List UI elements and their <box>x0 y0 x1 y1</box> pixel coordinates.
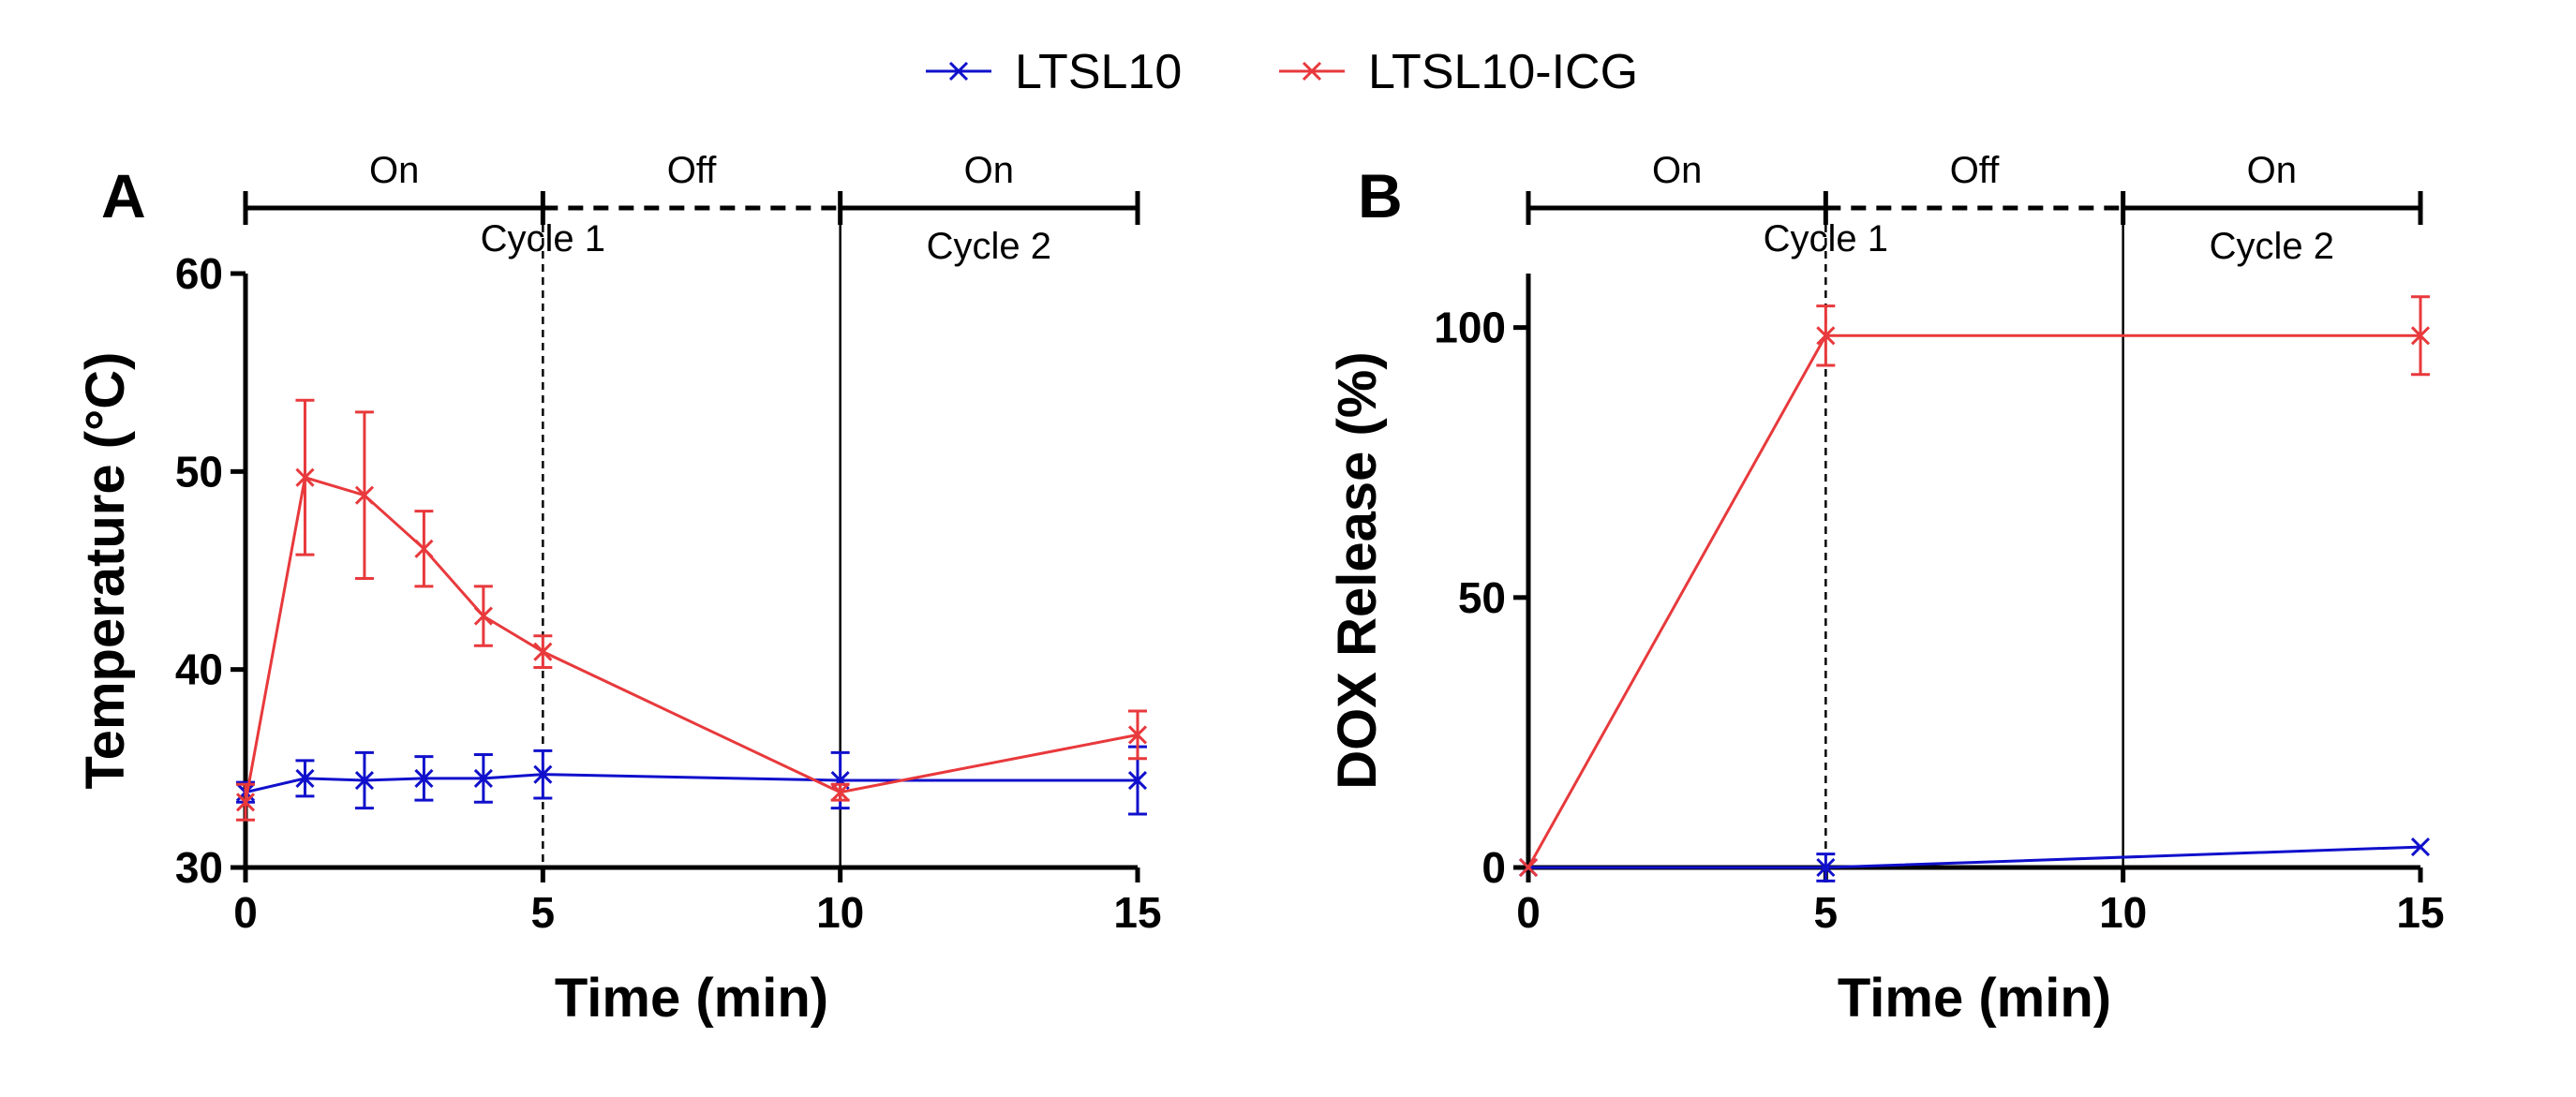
data-point <box>533 642 553 661</box>
phase-label-on-2: On <box>2247 150 2297 191</box>
data-point-stroke-b <box>1816 857 1836 878</box>
legend-cross <box>948 61 969 82</box>
data-point <box>473 768 493 788</box>
data-point-stroke-b <box>1127 725 1148 745</box>
data-point <box>1816 857 1836 878</box>
legend: LTSL10 LTSL10-ICG <box>926 45 1638 99</box>
panel-b-label: B <box>1358 161 1403 230</box>
data-point-stroke-b <box>1518 857 1539 878</box>
data-point-stroke-b <box>533 642 553 661</box>
legend-cross-stroke-b <box>948 61 969 82</box>
cycle-label-2: Cycle 2 <box>2210 226 2334 267</box>
data-point <box>354 485 374 505</box>
x-tick-label-5: 5 <box>531 888 556 937</box>
y-tick-label-60: 60 <box>175 249 223 298</box>
legend-cross-stroke-b <box>1302 61 1322 82</box>
legend-item-ltsl10: LTSL10 <box>926 45 1182 99</box>
data-point-stroke-b <box>414 768 434 788</box>
panel-a-y-axis-title: Temperature (°C) <box>75 352 136 790</box>
data-point <box>830 782 850 802</box>
legend-label-ltsl10: LTSL10 <box>1015 45 1182 99</box>
data-point <box>295 467 315 487</box>
data-point-stroke-b <box>295 768 315 788</box>
series-line-ltsl10-icg <box>244 475 1139 803</box>
data-point <box>414 768 434 788</box>
y-tick-label-40: 40 <box>175 645 223 694</box>
series-line-ltsl10 <box>1528 845 2421 869</box>
data-point-stroke-b <box>235 793 256 812</box>
legend-item-ltsl10-icg: LTSL10-ICG <box>1279 45 1638 99</box>
data-point <box>354 770 374 791</box>
data-point <box>2410 326 2431 346</box>
data-point <box>473 606 493 626</box>
cycle-label-2: Cycle 2 <box>927 226 1051 267</box>
data-point-stroke-b <box>354 770 374 791</box>
legend-cross <box>1302 61 1322 82</box>
legend-marker-ltsl10 <box>948 61 969 82</box>
data-point <box>414 539 434 558</box>
y-tick-label-50: 50 <box>175 447 223 496</box>
y-tick-label-0: 0 <box>1482 843 1506 892</box>
series-ltsl10 <box>235 745 1148 816</box>
series-line-ltsl10-icg <box>1526 334 2420 868</box>
y-tick-label-50: 50 <box>1458 573 1506 622</box>
data-point <box>1518 857 1539 878</box>
panel-a-label: A <box>101 161 146 230</box>
phase-label-on-0: On <box>369 150 419 191</box>
x-tick-label-5: 5 <box>1814 888 1839 937</box>
data-point-stroke-b <box>830 782 850 802</box>
data-point-stroke-b <box>1816 326 1836 346</box>
panel-a-x-axis-title: Time (min) <box>555 968 828 1029</box>
series-ltsl10-icg <box>235 398 1148 822</box>
data-point <box>1127 725 1148 745</box>
phase-label-on-0: On <box>1652 150 1702 191</box>
panel-b-x-axis-title: Time (min) <box>1838 968 2111 1029</box>
legend-label-ltsl10-icg: LTSL10-ICG <box>1368 45 1638 99</box>
panel-b-y-axis-title: DOX Release (%) <box>1327 351 1388 789</box>
x-tick-label-10: 10 <box>816 888 864 937</box>
x-tick-label-10: 10 <box>2099 888 2147 937</box>
data-point <box>235 793 256 812</box>
x-tick-label-0: 0 <box>1516 888 1541 937</box>
x-tick-label-15: 15 <box>1113 888 1161 937</box>
data-point-stroke-b <box>2410 838 2431 857</box>
data-point <box>295 768 315 788</box>
data-point-stroke-b <box>2410 326 2431 346</box>
data-point-stroke-b <box>354 485 374 505</box>
data-point-stroke-b <box>414 539 434 558</box>
data-point-stroke-b <box>473 606 493 626</box>
data-point <box>1127 770 1148 791</box>
data-point-stroke-b <box>473 768 493 788</box>
data-point-stroke-b <box>1127 770 1148 791</box>
data-point-stroke-b <box>533 764 553 784</box>
series-line-ltsl10 <box>245 773 1138 794</box>
series-ltsl10-icg <box>1518 295 2431 878</box>
data-point <box>533 764 553 784</box>
phase-label-off-1: Off <box>667 150 718 191</box>
x-tick-label-0: 0 <box>233 888 258 937</box>
phase-label-off-1: Off <box>1950 150 2001 191</box>
data-point-stroke-b <box>295 467 315 487</box>
x-tick-label-15: 15 <box>2396 888 2444 937</box>
data-point <box>1816 326 1836 346</box>
data-point <box>2410 838 2431 857</box>
y-tick-label-100: 100 <box>1434 304 1506 352</box>
legend-marker-ltsl10-icg <box>1302 61 1322 82</box>
y-tick-label-30: 30 <box>175 843 223 892</box>
series-ltsl10 <box>1518 838 2431 882</box>
phase-label-on-2: On <box>964 150 1014 191</box>
